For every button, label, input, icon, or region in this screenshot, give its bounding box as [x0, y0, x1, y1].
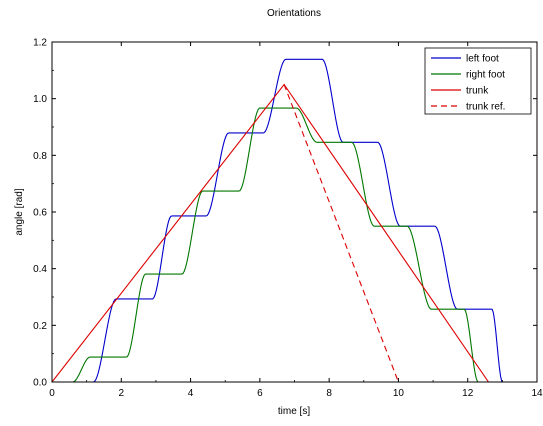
legend-label: trunk: [466, 86, 489, 97]
x-tick-label: 12: [462, 388, 474, 399]
legend-label: left foot: [466, 54, 499, 65]
x-tick-label: 8: [326, 388, 332, 399]
series-line-trunk: [51, 83, 489, 383]
series-line-right-foot: [52, 107, 537, 383]
y-tick-label: 0.2: [33, 321, 47, 332]
y-tick-label: 0.0: [33, 378, 47, 389]
chart-title: Orientations: [267, 8, 321, 19]
legend-label: trunk ref.: [466, 102, 505, 113]
y-tick-label: 0.4: [33, 264, 47, 275]
x-axis-title: time [s]: [278, 406, 310, 417]
x-tick-label: 4: [188, 388, 194, 399]
x-tick-label: 0: [49, 388, 55, 399]
y-axis-title: angle [rad]: [14, 188, 25, 235]
legend: left foot right foot trunk trunk ref.: [424, 47, 532, 115]
series-line-left-foot: [52, 58, 537, 383]
x-axis: 0 2 4 6 8 10 12 14: [49, 42, 543, 399]
x-tick-label: 2: [119, 388, 125, 399]
plot-area: [51, 58, 537, 383]
y-tick-label: 1.0: [33, 94, 47, 105]
x-tick-label: 6: [257, 388, 263, 399]
y-tick-label: 1.2: [33, 38, 47, 49]
y-tick-label: 0.8: [33, 151, 47, 162]
y-axis: 0.0 0.2 0.4 0.6 0.8 1.0 1.2: [33, 38, 537, 389]
series-line-trunk-ref: [283, 84, 399, 383]
legend-box: [424, 47, 532, 115]
x-tick-label: 10: [393, 388, 405, 399]
legend-label: right foot: [466, 70, 505, 81]
x-tick-label: 14: [531, 388, 543, 399]
y-tick-label: 0.6: [33, 208, 47, 219]
